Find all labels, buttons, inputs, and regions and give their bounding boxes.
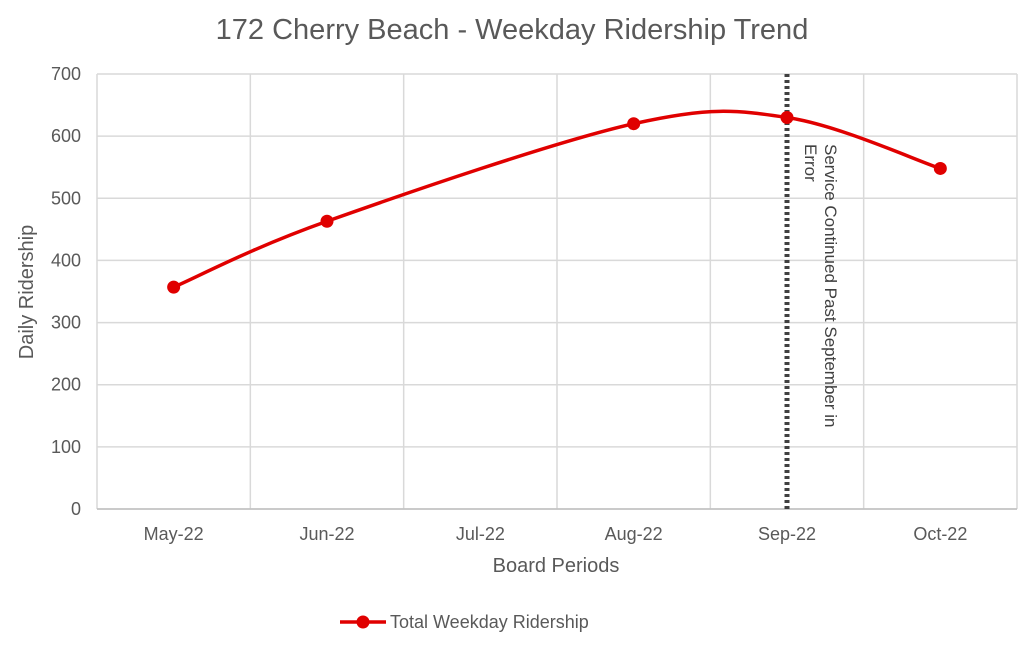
annotation-text: Error [801, 144, 820, 182]
data-point [320, 214, 334, 228]
x-tick-label: Jun-22 [299, 524, 354, 544]
y-tick-label: 100 [51, 437, 81, 457]
x-axis-ticks: May-22 Jun-22 Jul-22 Aug-22 Sep-22 Oct-22 [144, 524, 968, 544]
data-point [167, 280, 181, 294]
legend-label: Total Weekday Ridership [390, 612, 589, 632]
y-tick-label: 400 [51, 250, 81, 270]
x-tick-label: Oct-22 [913, 524, 967, 544]
data-point [627, 117, 641, 131]
x-tick-label: Jul-22 [456, 524, 505, 544]
data-point [933, 161, 947, 175]
data-point [780, 111, 794, 124]
y-tick-label: 200 [51, 375, 81, 395]
y-axis-ticks: 0 100 200 300 400 500 600 700 [51, 64, 81, 519]
x-tick-label: Aug-22 [605, 524, 663, 544]
gridlines [96, 73, 1018, 510]
y-tick-label: 700 [51, 64, 81, 84]
chart-title: 172 Cherry Beach - Weekday Ridership Tre… [216, 14, 809, 46]
x-tick-label: May-22 [144, 524, 204, 544]
annotation-text: Service Continued Past September in [821, 144, 840, 428]
y-tick-label: 0 [71, 499, 81, 519]
y-tick-label: 600 [51, 126, 81, 146]
x-tick-label: Sep-22 [758, 524, 816, 544]
series-group [167, 109, 947, 294]
y-tick-label: 300 [51, 313, 81, 333]
x-axis-title: Board Periods [493, 555, 620, 577]
legend: Total Weekday Ridership [340, 612, 589, 632]
y-tick-label: 500 [51, 188, 81, 208]
legend-marker [356, 615, 370, 629]
series-line [171, 109, 943, 289]
y-axis-title: Daily Ridership [16, 225, 38, 360]
